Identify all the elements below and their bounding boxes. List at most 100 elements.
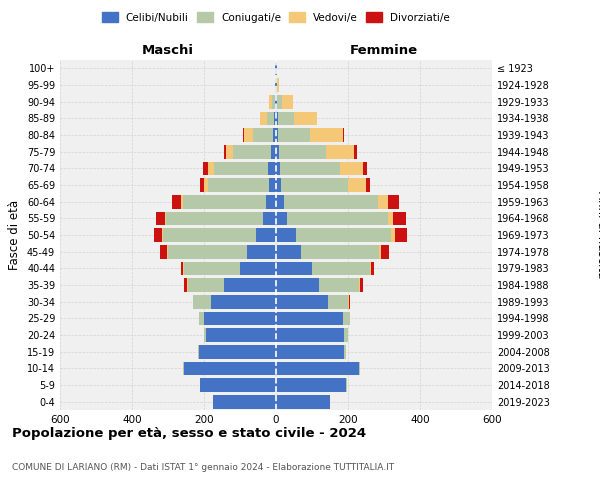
Bar	[276, 228, 296, 242]
Bar	[277, 95, 283, 108]
Bar	[244, 128, 253, 142]
Bar	[355, 145, 358, 158]
Bar	[276, 295, 328, 308]
Bar	[266, 195, 276, 208]
Bar	[172, 195, 181, 208]
Bar	[272, 95, 275, 108]
Bar	[166, 212, 263, 225]
Bar	[247, 245, 276, 258]
Bar	[275, 62, 276, 75]
Bar	[181, 195, 183, 208]
Bar	[224, 278, 276, 292]
Bar	[276, 78, 277, 92]
Bar	[154, 228, 161, 242]
Bar	[370, 262, 371, 275]
Bar	[382, 245, 389, 258]
Bar	[156, 212, 165, 225]
Bar	[240, 262, 276, 275]
Bar	[277, 78, 279, 92]
Bar	[200, 178, 204, 192]
Bar	[275, 78, 276, 92]
Bar	[346, 378, 347, 392]
Bar	[340, 162, 363, 175]
Bar	[242, 128, 244, 142]
Bar	[360, 278, 363, 292]
Bar	[393, 212, 406, 225]
Bar	[276, 95, 277, 108]
Bar	[363, 162, 367, 175]
Bar	[184, 362, 276, 375]
Bar	[256, 228, 276, 242]
Bar	[276, 362, 359, 375]
Bar	[167, 245, 168, 258]
Bar	[276, 178, 281, 192]
Bar	[276, 162, 280, 175]
Bar	[208, 178, 269, 192]
Bar	[312, 262, 370, 275]
Bar	[283, 95, 293, 108]
Bar	[276, 62, 277, 75]
Bar	[208, 162, 214, 175]
Bar	[160, 245, 167, 258]
Bar	[260, 112, 267, 125]
Bar	[280, 162, 340, 175]
Bar	[287, 212, 388, 225]
Legend: Celibi/Nubili, Coniugati/e, Vedovi/e, Divorziati/e: Celibi/Nubili, Coniugati/e, Vedovi/e, Di…	[100, 10, 452, 24]
Bar	[213, 395, 276, 408]
Bar	[359, 278, 360, 292]
Bar	[276, 112, 278, 125]
Bar	[269, 178, 276, 192]
Bar	[181, 262, 184, 275]
Bar	[343, 312, 350, 325]
Bar	[284, 195, 377, 208]
Bar	[271, 145, 276, 158]
Y-axis label: Fasce di età: Fasce di età	[8, 200, 21, 270]
Bar	[269, 95, 272, 108]
Bar	[188, 278, 224, 292]
Bar	[276, 312, 343, 325]
Bar	[184, 262, 240, 275]
Bar	[253, 128, 273, 142]
Text: Popolazione per età, sesso e stato civile - 2024: Popolazione per età, sesso e stato civil…	[12, 428, 366, 440]
Bar	[268, 162, 276, 175]
Bar	[349, 295, 350, 308]
Bar	[163, 228, 256, 242]
Bar	[274, 112, 276, 125]
Bar	[310, 128, 343, 142]
Bar	[278, 112, 294, 125]
Bar	[276, 378, 346, 392]
Bar	[371, 262, 374, 275]
Text: Maschi: Maschi	[142, 44, 194, 57]
Bar	[379, 245, 382, 258]
Bar	[233, 145, 271, 158]
Bar	[276, 195, 284, 208]
Bar	[294, 112, 317, 125]
Bar	[388, 195, 399, 208]
Bar	[187, 278, 188, 292]
Bar	[200, 378, 276, 392]
Bar	[273, 128, 276, 142]
Bar	[199, 312, 204, 325]
Bar	[278, 128, 310, 142]
Bar	[281, 178, 348, 192]
Bar	[326, 145, 355, 158]
Bar	[377, 195, 388, 208]
Bar	[276, 245, 301, 258]
Bar	[359, 362, 360, 375]
Bar	[276, 345, 344, 358]
Bar	[296, 228, 391, 242]
Bar	[263, 212, 276, 225]
Bar	[276, 278, 319, 292]
Bar	[224, 145, 226, 158]
Bar	[214, 162, 268, 175]
Bar	[204, 312, 276, 325]
Bar	[279, 145, 326, 158]
Text: COMUNE DI LARIANO (RM) - Dati ISTAT 1° gennaio 2024 - Elaborazione TUTTITALIA.IT: COMUNE DI LARIANO (RM) - Dati ISTAT 1° g…	[12, 462, 394, 471]
Bar	[226, 145, 233, 158]
Bar	[276, 128, 278, 142]
Bar	[348, 178, 366, 192]
Bar	[183, 195, 266, 208]
Bar	[199, 345, 276, 358]
Bar	[395, 228, 407, 242]
Bar	[301, 245, 379, 258]
